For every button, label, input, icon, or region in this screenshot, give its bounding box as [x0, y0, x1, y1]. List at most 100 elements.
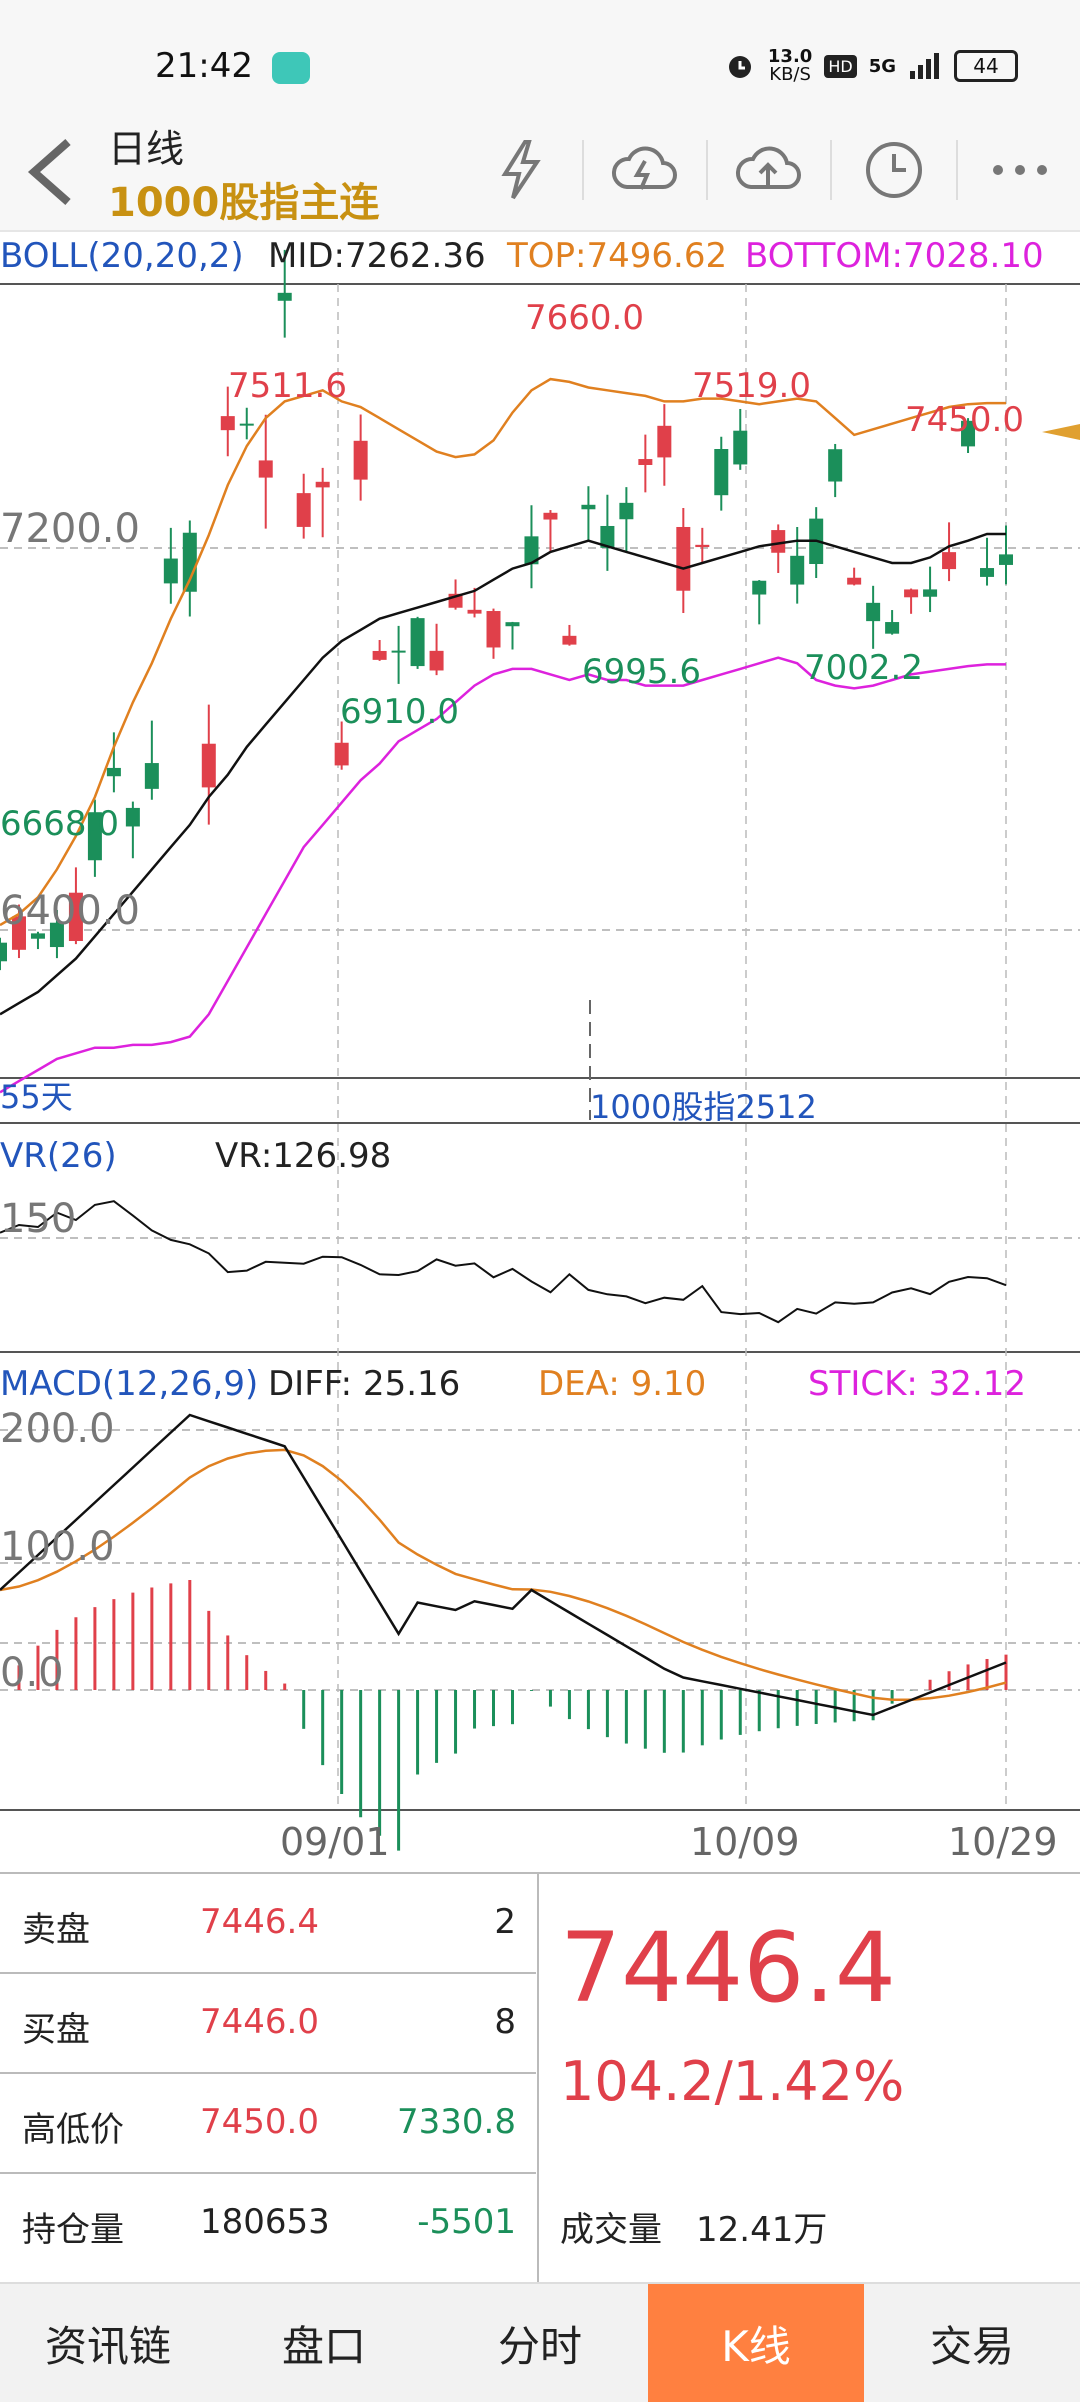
candle-body	[239, 423, 254, 426]
low-label: 6668.0	[0, 804, 119, 844]
hilo-row: 高低价 7450.0 7330.8	[0, 2072, 536, 2174]
candle-body	[277, 292, 292, 301]
low-label: 6995.6	[582, 652, 701, 692]
high-label: 7660.0	[525, 298, 644, 338]
buy-row[interactable]: 买盘 7446.0 8	[0, 1972, 536, 2074]
candle-body	[220, 416, 235, 431]
buy-qty: 8	[494, 2002, 516, 2042]
sell-price: 7446.4	[200, 1902, 319, 1942]
candle-body	[714, 448, 729, 496]
lightning-icon[interactable]	[460, 130, 580, 210]
high-label: 7519.0	[692, 366, 811, 406]
candle-body	[942, 552, 957, 570]
low-label: 6910.0	[340, 692, 459, 732]
macd-axis-label: 200.0	[0, 1406, 115, 1452]
back-arrow-icon[interactable]	[20, 132, 80, 225]
cloud-upload-icon[interactable]	[708, 130, 828, 210]
vr-name[interactable]: VR(26)	[0, 1136, 117, 1176]
macd-diff-line	[0, 1413, 1007, 1717]
bottom-tab-bar: 资讯链 盘口 分时 K线 交易	[0, 2282, 1080, 2402]
candle-body	[372, 650, 387, 660]
separator	[706, 140, 708, 200]
vr-value: VR:126.98	[215, 1136, 392, 1176]
price-axis-label: 7200.0	[0, 506, 140, 552]
candle-body	[144, 763, 159, 789]
sell-row[interactable]: 卖盘 7446.4 2	[0, 1872, 536, 1974]
candle-body	[182, 532, 197, 592]
low-label: 7002.2	[804, 648, 923, 688]
status-icons: 13.0 KB/S HD 5G 44	[724, 48, 1018, 84]
candle-body	[961, 420, 976, 447]
candle-body	[11, 916, 26, 950]
candle-body	[201, 743, 216, 788]
separator	[582, 140, 584, 200]
tab-orderbook[interactable]: 盘口	[281, 2321, 366, 2371]
tab-kline[interactable]: K线	[648, 2284, 864, 2402]
macd-diff: DIFF: 25.16	[268, 1364, 461, 1404]
candle-body	[486, 611, 501, 648]
last-price: 7446.4	[560, 1912, 896, 2024]
candle-body	[296, 493, 311, 527]
current-price-marker	[1042, 424, 1080, 440]
sell-qty: 2	[494, 1902, 516, 1942]
candle-body	[505, 622, 520, 627]
candle-body	[562, 635, 577, 645]
volume-value: 12.41万	[696, 2210, 828, 2250]
network-type: 5G	[868, 55, 896, 77]
vr-line	[0, 1200, 1007, 1324]
high-label: 7511.6	[228, 366, 347, 406]
macd-dea-line	[0, 1448, 1007, 1702]
days-label: 55天	[0, 1078, 73, 1116]
instrument-title[interactable]: 1000股指主连	[108, 180, 380, 226]
boll-bottom: BOTTOM:7028.10	[745, 236, 1044, 276]
candle-body	[353, 440, 368, 480]
candle-body	[68, 892, 83, 942]
candle-body	[638, 459, 653, 465]
candle-body	[391, 650, 406, 653]
candle-body	[315, 481, 330, 488]
tab-intraday[interactable]: 分时	[497, 2321, 582, 2371]
clock-icon[interactable]	[834, 130, 954, 210]
macd-axis-label: 100.0	[0, 1524, 115, 1570]
candle-body	[885, 622, 900, 634]
low-price: 7330.8	[397, 2102, 516, 2142]
candle-body	[106, 767, 121, 777]
candle-body	[619, 502, 634, 520]
candle-body	[790, 555, 805, 585]
quote-panel: 卖盘 7446.4 2 买盘 7446.0 8 高低价 7450.0 7330.…	[0, 1872, 1080, 2282]
macd-stick: STICK: 32.12	[808, 1364, 1027, 1404]
candle-body	[581, 504, 596, 510]
candle-body	[980, 568, 995, 577]
cloud-lightning-icon[interactable]	[584, 130, 704, 210]
kline-chart[interactable]: BOLL(20,20,2) MID:7262.36 TOP:7496.62 BO…	[0, 230, 1080, 1864]
candle-body	[467, 609, 482, 614]
macd-dea: DEA: 9.10	[538, 1364, 707, 1404]
kline-chart-svg[interactable]	[0, 230, 1080, 1872]
signal-icon	[910, 53, 939, 79]
macd-axis-label: 0.0	[0, 1650, 64, 1696]
boll-mid: MID:7262.36	[268, 236, 486, 276]
oi-value: 180653	[200, 2202, 330, 2242]
price-axis-label: 6400.0	[0, 888, 140, 934]
boll-name[interactable]: BOLL(20,20,2)	[0, 236, 244, 276]
tab-trade[interactable]: 交易	[929, 2321, 1014, 2371]
candle-body	[49, 922, 64, 948]
macd-name[interactable]: MACD(12,26,9)	[0, 1364, 259, 1404]
candle-body	[543, 512, 558, 520]
candle-body	[999, 554, 1013, 565]
x-axis-label: 09/01	[280, 1820, 390, 1864]
candle-body	[87, 812, 102, 861]
candle-body	[334, 742, 349, 766]
candle-body	[676, 526, 691, 591]
tab-news[interactable]: 资讯链	[44, 2321, 171, 2371]
more-icon[interactable]	[960, 130, 1080, 210]
volume-label: 成交量	[560, 2210, 662, 2250]
contract-label[interactable]: 1000股指2512	[590, 1088, 817, 1126]
boll-top-line	[0, 377, 1006, 927]
net-speed: 13.0 KB/S	[767, 46, 813, 85]
candle-body	[771, 530, 786, 553]
oi-label: 持仓量	[22, 2210, 124, 2250]
status-bar: 21:42 13.0 KB/S HD 5G 44	[0, 0, 1080, 110]
candle-body	[695, 544, 710, 548]
candle-body	[163, 558, 178, 584]
